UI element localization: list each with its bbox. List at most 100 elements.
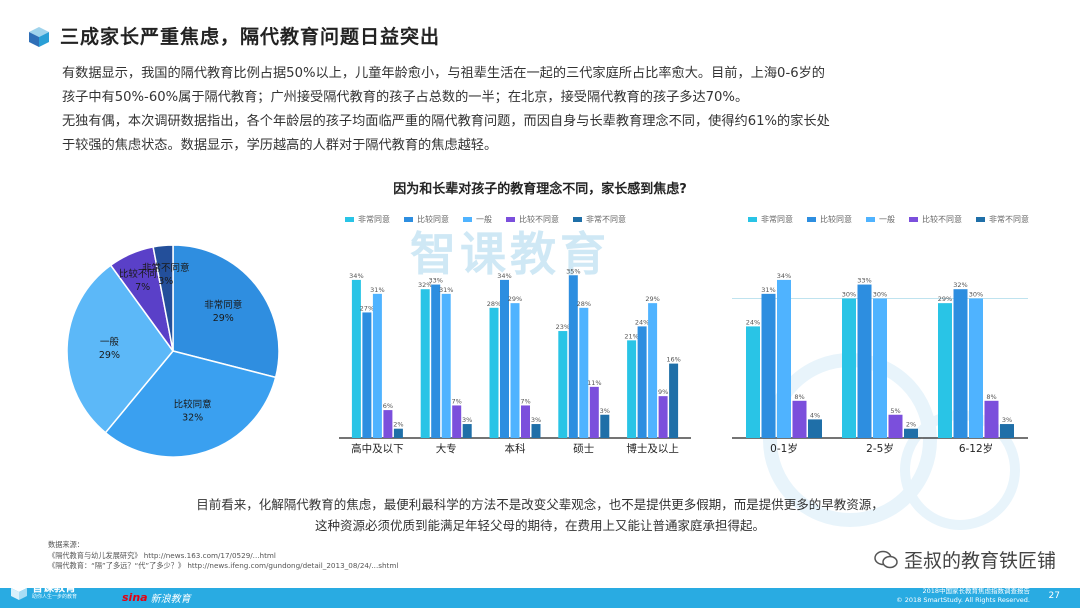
- bar-value-label: 31%: [761, 286, 775, 294]
- bar: [489, 307, 499, 438]
- bar: [393, 428, 403, 438]
- bar-value-label: 32%: [953, 281, 967, 289]
- sources-heading: 数据来源：: [48, 540, 84, 549]
- category-label: 2-5岁: [866, 442, 894, 455]
- legend-item: 比较不同意: [506, 214, 559, 225]
- wechat-account-name: 歪叔的教育铁匠铺: [903, 550, 1056, 572]
- copyright: © 2018 SmartStudy. All Rights Reserved.: [896, 596, 1030, 604]
- bar: [420, 289, 430, 438]
- legend-item: 一般: [463, 214, 492, 225]
- bar-value-label: 27%: [360, 304, 374, 312]
- category-label: 大专: [436, 442, 457, 455]
- source-link-1[interactable]: 《隔代教育与幼儿发展研究》 http://news.163.com/17/052…: [48, 550, 276, 560]
- legend-swatch: [463, 217, 472, 222]
- bar-value-label: 7%: [520, 397, 530, 405]
- watermark-text: 智课教育: [410, 227, 610, 281]
- intro-line-2: 孩子中有50%-60%属于隔代教育；广州接受隔代教育的孩子占总数的一半；在北京，…: [62, 90, 749, 105]
- bar: [658, 396, 668, 438]
- bar: [372, 293, 382, 438]
- legend-label: 比较不同意: [519, 215, 559, 224]
- legend-label: 比较同意: [417, 215, 449, 224]
- bar-value-label: 8%: [794, 393, 804, 401]
- bar-value-label: 3%: [1002, 416, 1012, 424]
- legend-swatch: [909, 217, 918, 222]
- conclusion-line-2: 这种资源必须优质到能满足年轻父母的期待，在费用上又能让普通家庭承担得起。: [314, 518, 765, 533]
- legend-item: 比较同意: [807, 214, 852, 225]
- title-icon: [28, 26, 50, 52]
- bar-chart-education: 34%27%31%6%2%高中及以下32%33%31%7%3%大专28%34%2…: [339, 267, 691, 455]
- intro-line-4: 于较强的焦虑状态。数据显示，学历越高的人群对于隔代教育的焦虑越轻。: [62, 138, 498, 153]
- legend-age: 非常同意 比较同意 一般 比较不同意 非常不同意: [748, 214, 1029, 225]
- legend-item: 比较同意: [404, 214, 449, 225]
- bar-value-label: 2%: [393, 421, 403, 429]
- bar: [808, 419, 822, 438]
- footer-brand: 智课教育 助你人生一步的教育: [10, 582, 77, 601]
- bar-chart-age: 24%31%34%8%4%0-1岁30%33%30%5%2%2-5岁29%32%…: [732, 272, 1028, 455]
- bar: [873, 298, 887, 438]
- legend-item: 非常不同意: [573, 214, 626, 225]
- legend-swatch: [976, 217, 985, 222]
- wechat-watermark: 歪叔的教育铁匠铺: [874, 546, 1056, 573]
- pie-value-label: 7%: [135, 282, 150, 293]
- bar-value-label: 28%: [487, 300, 501, 308]
- bar-value-label: 34%: [349, 272, 363, 280]
- category-label: 高中及以下: [351, 442, 404, 455]
- bar-value-label: 29%: [508, 295, 522, 303]
- conclusion-line-1: 目前看来，化解隔代教育的焦虑，最便利最科学的方法不是改变父辈观念，也不是提供更多…: [196, 497, 884, 512]
- bar: [431, 284, 441, 438]
- wechat-icon: [874, 550, 898, 568]
- category-label: 博士及以上: [626, 442, 679, 455]
- legend-item: 一般: [866, 214, 895, 225]
- legend-label: 一般: [476, 215, 492, 224]
- bar-value-label: 21%: [624, 332, 638, 340]
- pie-label: 非常不同意: [142, 262, 190, 274]
- legend-swatch: [506, 217, 515, 222]
- brand-name: 智课教育: [32, 581, 76, 594]
- brand-slogan: 助你人生一步的教育: [32, 594, 78, 600]
- pie-value-label: 29%: [213, 313, 234, 324]
- bar: [904, 428, 918, 438]
- data-sources: 数据来源： 《隔代教育与幼儿发展研究》 http://news.163.com/…: [48, 540, 398, 572]
- bar-value-label: 30%: [842, 291, 856, 299]
- legend-label: 一般: [879, 215, 895, 224]
- category-label: 6-12岁: [959, 442, 993, 455]
- pie-chart: 非常同意 29% 比较同意 32% 一般 29% 比较不同意 7% 非常不同意 3%: [66, 244, 280, 458]
- category-label: 硕士: [573, 442, 594, 455]
- legend-label: 非常同意: [358, 215, 390, 224]
- bar: [568, 275, 578, 438]
- legend-label: 比较不同意: [922, 215, 962, 224]
- bar: [842, 298, 856, 438]
- bar-value-label: 24%: [746, 318, 760, 326]
- legend-label: 非常不同意: [586, 215, 626, 224]
- pie-value-label: 32%: [182, 412, 203, 423]
- bar: [521, 405, 530, 438]
- conclusion: 目前看来，化解隔代教育的焦虑，最便利最科学的方法不是改变父辈观念，也不是提供更多…: [0, 494, 1080, 536]
- bar-value-label: 23%: [556, 323, 570, 331]
- bar: [984, 400, 999, 438]
- bar-value-label: 34%: [777, 272, 791, 280]
- bar: [669, 363, 679, 438]
- bar: [462, 424, 472, 438]
- footer-bar: [0, 588, 1080, 608]
- bar: [531, 424, 541, 438]
- bar-value-label: 3%: [531, 416, 541, 424]
- bar-value-label: 24%: [635, 318, 649, 326]
- pie-slice: [104, 350, 277, 458]
- pie-value-label: 29%: [99, 350, 120, 361]
- bar-value-label: 16%: [666, 356, 680, 364]
- bar-value-label: 2%: [906, 421, 916, 429]
- bar-value-label: 3%: [462, 416, 472, 424]
- bar-value-label: 7%: [452, 397, 462, 405]
- bar: [637, 326, 647, 438]
- category-label: 0-1岁: [770, 442, 798, 455]
- legend-swatch: [345, 217, 354, 222]
- pie-label: 非常同意: [204, 299, 242, 311]
- bar: [648, 303, 658, 438]
- bar-value-label: 29%: [938, 295, 952, 303]
- bar-value-label: 3%: [600, 407, 610, 415]
- pie-slice: [152, 244, 174, 352]
- bar: [1000, 424, 1014, 438]
- bar-value-label: 32%: [418, 281, 432, 289]
- source-link-2[interactable]: 《隔代教育：“隔”了多远？“代”了多少？》 http://news.ifeng.…: [48, 561, 399, 570]
- bar: [888, 414, 903, 438]
